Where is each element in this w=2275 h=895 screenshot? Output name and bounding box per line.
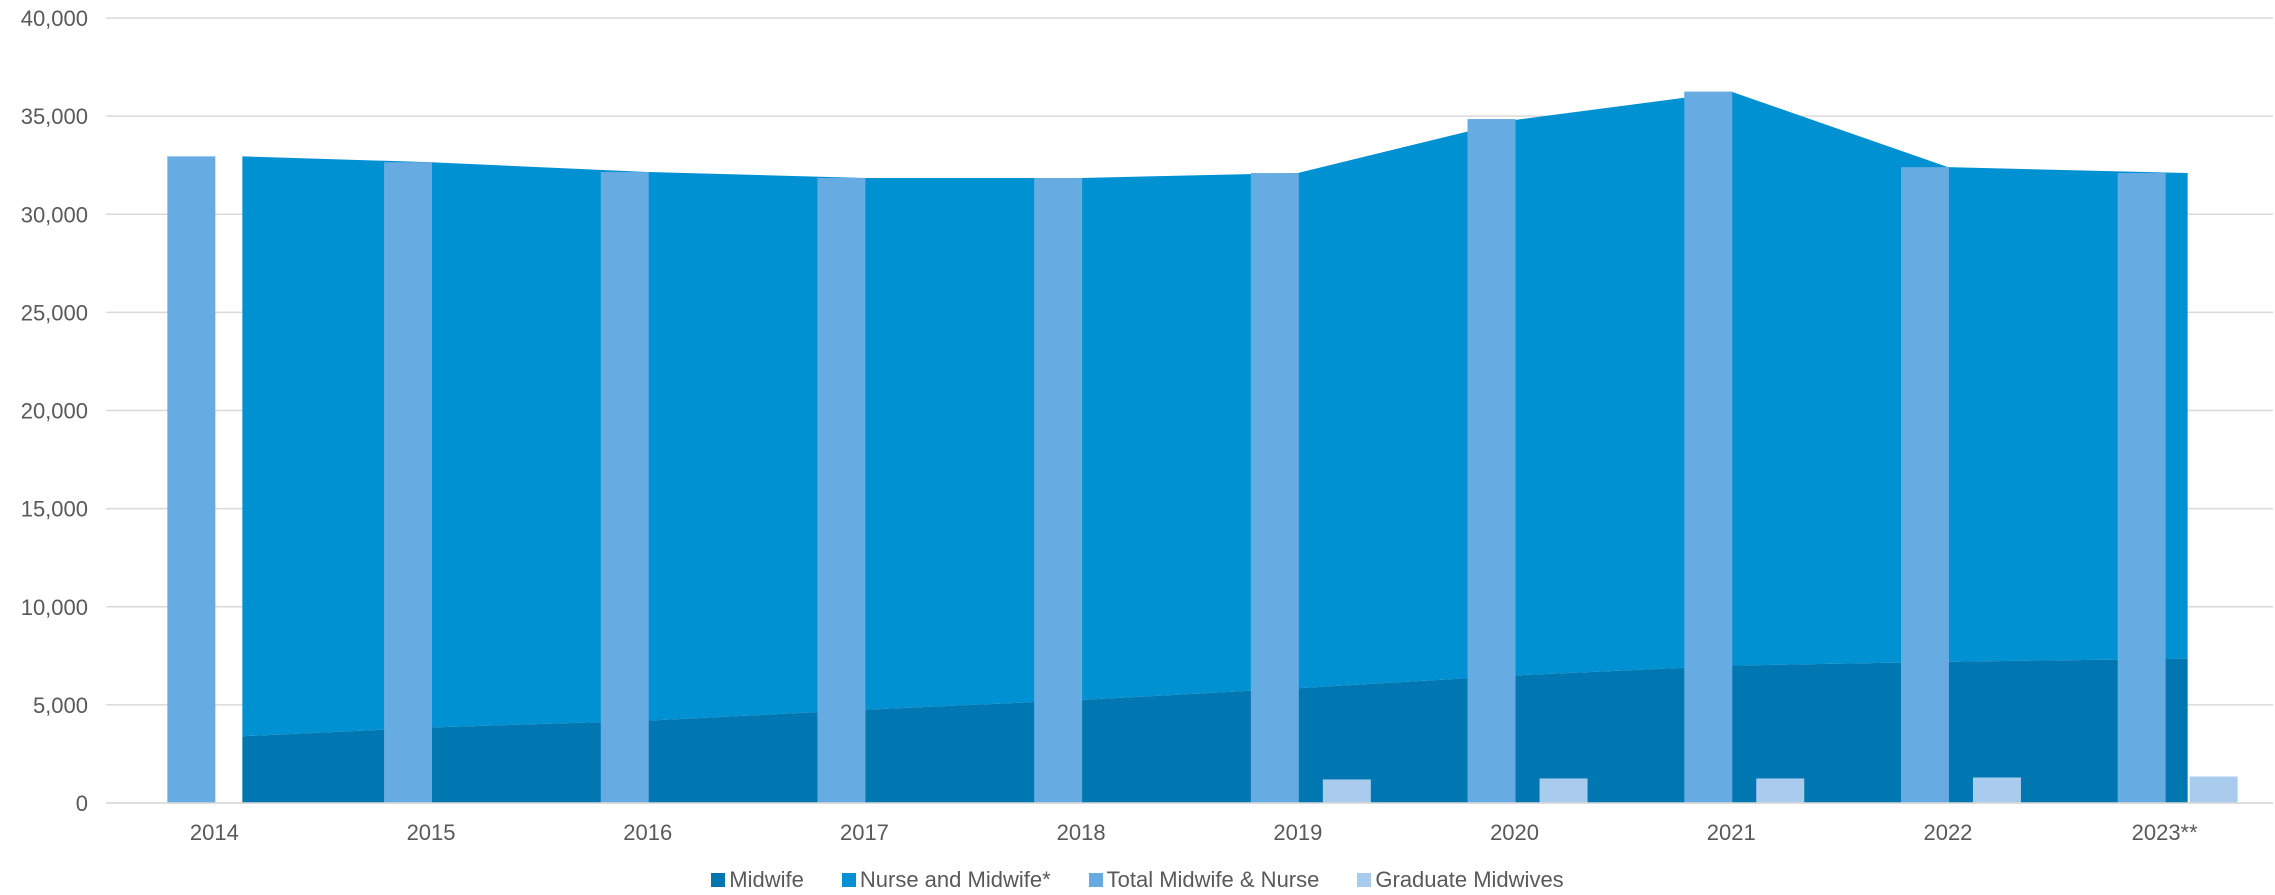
bar-total-midwife-nurse: [167, 156, 216, 803]
legend-label-graduate-midwives: Graduate Midwives: [1375, 867, 1564, 892]
legend-item-graduate-midwives: Graduate Midwives: [1357, 867, 1564, 893]
bar-total-midwife-nurse: [1467, 119, 1516, 804]
legend-label-midwife: Midwife: [729, 867, 804, 892]
x-tick-label: 2023**: [2132, 820, 2199, 845]
bar-graduate-midwives: [2189, 776, 2238, 803]
y-tick-label: 15,000: [21, 497, 88, 522]
x-tick-label: 2020: [1490, 820, 1539, 845]
legend-swatch-graduate-midwives: [1357, 873, 1372, 887]
x-tick-label: 2014: [190, 820, 239, 845]
x-tick-label: 2015: [407, 820, 456, 845]
legend-label-nurse-and-midwife: Nurse and Midwife*: [859, 867, 1051, 892]
bar-graduate-midwives: [1322, 779, 1371, 803]
bar-total-midwife-nurse: [384, 162, 433, 803]
legend-swatch-total: [1088, 873, 1103, 887]
legend-item-total: Total Midwife & Nurse: [1088, 867, 1320, 893]
y-tick-label: 10,000: [21, 595, 88, 620]
y-tick-label: 0: [76, 791, 88, 816]
x-tick-label: 2019: [1273, 820, 1322, 845]
y-tick-label: 5,000: [33, 693, 88, 718]
x-tick-label: 2017: [840, 820, 889, 845]
legend-label-total: Total Midwife & Nurse: [1106, 867, 1320, 892]
bar-total-midwife-nurse: [1250, 173, 1299, 804]
legend: Midwife Nurse and Midwife* Total Midwife…: [0, 866, 2275, 894]
bar-total-midwife-nurse: [2117, 173, 2166, 804]
bar-total-midwife-nurse: [1684, 91, 1733, 803]
bar-total-midwife-nurse: [1034, 177, 1083, 804]
legend-item-nurse-and-midwife: Nurse and Midwife*: [841, 867, 1051, 893]
y-tick-label: 35,000: [21, 104, 88, 129]
y-tick-label: 25,000: [21, 300, 88, 325]
x-tick-label: 2016: [623, 820, 672, 845]
bar-total-midwife-nurse: [600, 172, 649, 803]
bar-graduate-midwives: [1972, 777, 2021, 803]
bar-graduate-midwives: [1756, 778, 1805, 803]
legend-swatch-nurse-and-midwife: [841, 873, 856, 887]
bar-graduate-midwives: [1539, 778, 1588, 803]
x-tick-label: 2021: [1707, 820, 1756, 845]
x-tick-label: 2022: [1923, 820, 1972, 845]
y-tick-label: 40,000: [21, 6, 88, 31]
legend-item-midwife: Midwife: [711, 867, 804, 893]
legend-swatch-midwife: [711, 873, 726, 887]
y-tick-label: 20,000: [21, 399, 88, 424]
chart-area: 0 5,000 10,000 15,000 20,000 25,000 30,000 35,0…: [21, 6, 2273, 845]
bar-total-midwife-nurse: [817, 177, 866, 804]
x-tick-label: 2018: [1057, 820, 1106, 845]
bar-total-midwife-nurse: [1900, 167, 1949, 803]
series-area-nurse-and-midwife: [242, 91, 2188, 737]
y-tick-label: 30,000: [21, 202, 88, 227]
